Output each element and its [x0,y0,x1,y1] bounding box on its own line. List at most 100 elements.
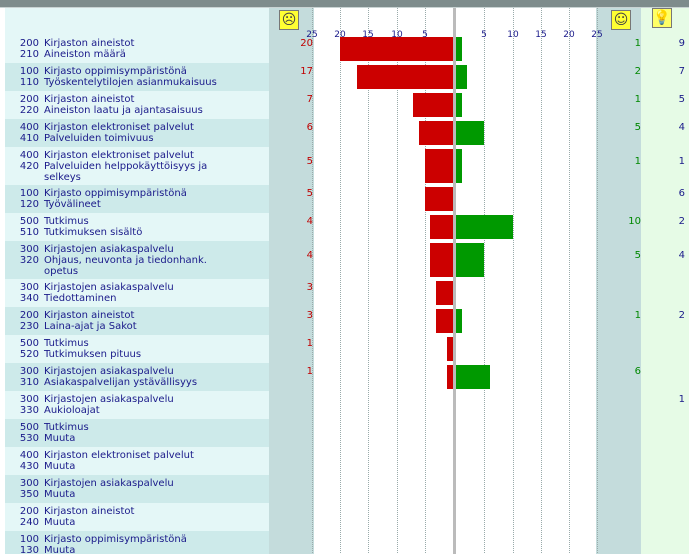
group-code: 300 [19,478,39,489]
table-row: 500 Tutkimus 530 Muuta [5,419,689,447]
group-name: Kirjastojen asiakaspalvelu [44,478,174,489]
positive-count: 1 [634,94,641,105]
row-label: 200 Kirjaston aineistot 240 Muuta [5,503,269,528]
group-code: 400 [19,150,39,161]
positive-bar [456,365,490,389]
item-name: Työskentelytilojen asianmukaisuus [44,77,217,88]
negative-count: 1 [306,338,313,349]
item-name: Palveluiden helppokäyttöisyys ja selkeys [44,161,208,183]
positive-count: 5 [634,250,641,261]
group-code: 300 [19,366,39,377]
row-label: 100 Kirjasto oppimisympäristönä 130 Muuta [5,531,269,554]
row-background [5,279,269,307]
group-name: Kirjasto oppimisympäristönä [44,534,187,545]
group-name: Kirjaston aineistot [44,94,135,105]
item-code: 420 [19,161,39,172]
ideas-count: 1 [678,394,685,405]
tick-label-negative: 10 [391,30,403,40]
negative-count-column [269,8,314,554]
negative-bar [340,37,453,61]
grid-line [368,8,369,554]
item-code: 120 [19,199,39,210]
negative-count: 1 [306,366,313,377]
grid-line [340,8,341,554]
item-name: Asiakaspalvelijan ystävällisyys [44,377,198,388]
row-background [5,475,269,503]
positive-count: 1 [634,310,641,321]
tick-label-positive: 5 [481,30,487,40]
item-code: 210 [19,49,39,60]
row-background [5,185,269,213]
item-name: Muuta [44,461,76,472]
row-label: 300 Kirjastojen asiakaspalvelu 350 Muuta [5,475,269,500]
group-code: 400 [19,450,39,461]
tick-label-positive: 20 [563,30,575,40]
row-background [5,35,269,63]
item-name: Ohjaus, neuvonta ja tiedonhank. opetus [44,255,207,277]
negative-count: 3 [306,310,313,321]
grid-line [312,8,313,554]
tick-label-negative: 15 [362,30,374,40]
negative-bar [436,309,453,333]
top-bar [0,0,689,7]
item-code: 350 [19,489,39,500]
group-code: 100 [19,66,39,77]
row-background [5,447,269,475]
group-code: 300 [19,394,39,405]
grid-line [484,8,485,554]
group-code: 500 [19,338,39,349]
row-background [5,363,269,391]
negative-count: 3 [306,282,313,293]
table-row: 200 Kirjaston aineistot 240 Muuta [5,503,689,531]
lightbulb-icon: 💡 [652,8,672,28]
table-row: 300 Kirjastojen asiakaspalvelu 320 Ohjaus, … [5,241,689,279]
negative-bar [430,243,453,277]
row-label: 500 Tutkimus 510 Tutkimuksen sisältö [5,213,269,238]
positive-count: 1 [634,38,641,49]
row-background [5,63,269,91]
negative-count: 4 [306,216,313,227]
item-code: 330 [19,405,39,416]
row-label: 500 Tutkimus 520 Tutkimuksen pituus [5,335,269,360]
item-code: 520 [19,349,39,360]
item-code: 230 [19,321,39,332]
row-label: 300 Kirjastojen asiakaspalvelu 320 Ohjaus, … [5,241,269,277]
row-background [5,531,269,554]
positive-count: 5 [634,122,641,133]
group-name: Kirjastojen asiakaspalvelu [44,282,174,293]
negative-bar [424,149,453,183]
group-name: Tutkimus [44,338,89,349]
top-bar-highlight [0,7,689,8]
item-name: Tutkimuksen pituus [44,349,142,360]
group-name: Kirjaston aineistot [44,38,135,49]
ideas-count: 1 [678,156,685,167]
grid-line [397,8,398,554]
group-code: 400 [19,122,39,133]
item-name: Aineiston määrä [44,49,126,60]
group-name: Kirjaston elektroniset palvelut [44,150,194,161]
group-code: 300 [19,244,39,255]
row-label: 400 Kirjaston elektroniset palvelut 410 Pal… [5,119,269,144]
group-name: Kirjaston aineistot [44,506,135,517]
table-row: 500 Tutkimus 520 Tutkimuksen pituus 1 [5,335,689,363]
group-name: Tutkimus [44,422,89,433]
negative-bar [424,187,453,211]
ideas-count: 4 [678,122,685,133]
item-code: 110 [19,77,39,88]
row-background [5,503,269,531]
row-background [5,307,269,335]
positive-bar [456,215,513,239]
ideas-count: 5 [678,94,685,105]
item-name: Palveluiden toimivuus [44,133,154,144]
ideas-count: 2 [678,216,685,227]
negative-bar [447,365,453,389]
row-label: 200 Kirjaston aineistot 230 Laina-ajat ja S… [5,307,269,332]
group-code: 300 [19,282,39,293]
row-background [5,419,269,447]
table-row: 100 Kirjasto oppimisympäristönä 110 Työsken… [5,63,689,91]
item-name: Aukioloajat [44,405,100,416]
item-name: Muuta [44,489,76,500]
positive-bar [456,121,485,145]
group-name: Kirjastojen asiakaspalvelu [44,366,174,377]
